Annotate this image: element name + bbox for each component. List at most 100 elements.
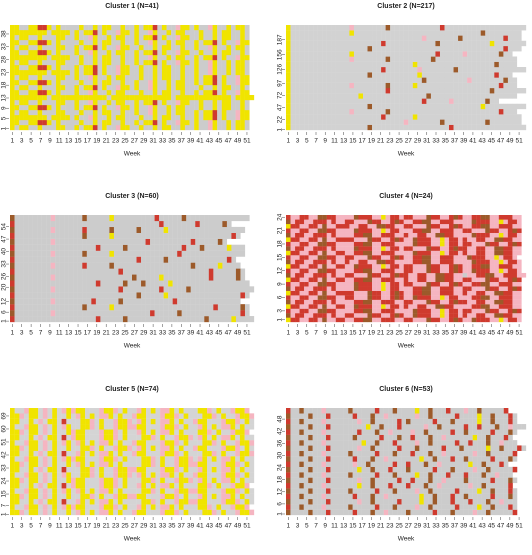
heatmap-cell [517, 25, 522, 30]
heatmap-cell [10, 292, 15, 298]
heatmap-cell [327, 62, 332, 67]
heatmap-cell [42, 90, 47, 95]
heatmap-cell [377, 25, 382, 30]
heatmap-cell [203, 80, 208, 85]
heatmap-cell [318, 99, 323, 104]
heatmap-cell [381, 104, 386, 109]
heatmap-cell [318, 72, 323, 77]
heatmap-cell [381, 51, 386, 56]
heatmap-cell [381, 219, 386, 224]
heatmap-cell [318, 83, 323, 88]
heatmap-cell [417, 57, 422, 62]
heatmap-cell [381, 72, 386, 77]
heatmap-cell [33, 120, 38, 125]
heatmap-cell [494, 215, 499, 220]
heatmap-cell [180, 45, 185, 50]
heatmap-cell [47, 85, 52, 90]
heatmap-cell [395, 277, 400, 282]
heatmap-cell [162, 85, 167, 90]
heatmap-cell [358, 295, 363, 300]
heatmap-cell [386, 99, 391, 104]
heatmap-cell [381, 25, 386, 30]
heatmap-cell [38, 499, 43, 505]
heatmap-cell [395, 282, 400, 287]
x-tick-label: 19 [368, 138, 376, 145]
heatmap-cell [381, 93, 386, 98]
heatmap-cell [173, 298, 178, 304]
heatmap-cell [46, 239, 51, 245]
heatmap-cell [24, 494, 29, 500]
heatmap-cell [322, 277, 327, 282]
heatmap-cell [313, 93, 318, 98]
heatmap-cell [177, 227, 182, 233]
heatmap-cell [139, 55, 144, 60]
heatmap-cell [499, 67, 504, 72]
heatmap-cell [404, 104, 409, 109]
heatmap-cell [381, 246, 386, 251]
heatmap-cell [236, 55, 241, 60]
heatmap-cell [309, 300, 314, 305]
heatmap-cell [318, 228, 323, 233]
heatmap-cell [43, 499, 48, 505]
heatmap-cell [157, 80, 162, 85]
heatmap-cell [490, 277, 495, 282]
heatmap-cell [249, 510, 254, 516]
heatmap-cell [33, 510, 38, 516]
heatmap-cell [345, 62, 350, 67]
heatmap-cell [69, 251, 74, 257]
heatmap-cell [236, 105, 241, 110]
heatmap-cell [363, 78, 368, 83]
heatmap-cell [226, 30, 231, 35]
heatmap-cell [165, 499, 170, 505]
heatmap-cell [24, 257, 29, 263]
heatmap-cell [286, 286, 291, 291]
heatmap-cell [19, 25, 24, 30]
heatmap-cell [157, 115, 162, 120]
heatmap-cell [435, 83, 440, 88]
heatmap-cell [139, 65, 144, 70]
heatmap-cell [485, 304, 490, 309]
heatmap-cell [150, 215, 155, 221]
heatmap-cell [162, 35, 167, 40]
heatmap-cell [182, 292, 187, 298]
heatmap-cell [454, 224, 459, 229]
heatmap-cell [476, 264, 481, 269]
y-tick-label: 54 [1, 223, 8, 231]
heatmap-cell [78, 239, 83, 245]
heatmap-cell [300, 282, 305, 287]
heatmap-cell [151, 494, 156, 500]
heatmap-cell [10, 70, 15, 75]
heatmap-cell [444, 72, 449, 77]
heatmap-cell [28, 227, 33, 233]
heatmap-cell [395, 260, 400, 265]
heatmap-cell [199, 35, 204, 40]
heatmap-cell [80, 504, 85, 510]
heatmap-cell [74, 100, 79, 105]
heatmap-cell [399, 304, 404, 309]
heatmap-cell [204, 263, 209, 269]
heatmap-cell [449, 62, 454, 67]
heatmap-cell [74, 60, 79, 65]
heatmap-cell [422, 228, 427, 233]
heatmap-cell [422, 25, 427, 30]
heatmap-cell [399, 224, 404, 229]
heatmap-cell [236, 100, 241, 105]
heatmap-cell [322, 99, 327, 104]
heatmap-cell [413, 318, 418, 323]
heatmap-cell [69, 316, 74, 322]
heatmap-cell [29, 488, 34, 494]
heatmap-cell [295, 72, 300, 77]
heatmap-cell [390, 233, 395, 238]
heatmap-cell [213, 286, 218, 292]
heatmap-cell [463, 277, 468, 282]
heatmap-cell [127, 286, 132, 292]
heatmap-cell [132, 499, 137, 505]
heatmap-cell [182, 251, 187, 257]
heatmap-cell [37, 316, 42, 322]
heatmap-cell [309, 237, 314, 242]
heatmap-cell [454, 228, 459, 233]
heatmap-cell [82, 292, 87, 298]
heatmap-cell [454, 291, 459, 296]
heatmap-cell [372, 309, 377, 314]
